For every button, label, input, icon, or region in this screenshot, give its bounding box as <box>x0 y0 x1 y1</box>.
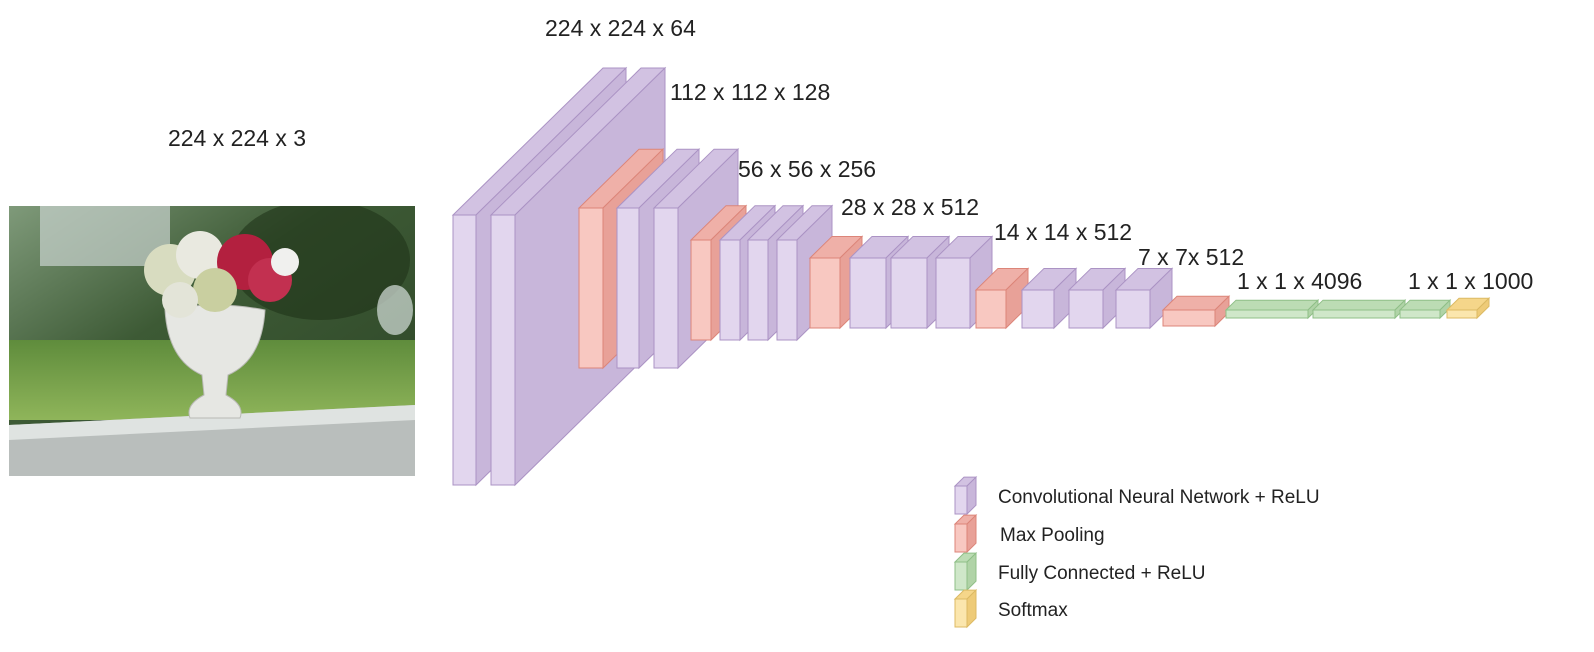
fc-block <box>1313 300 1405 318</box>
stage-size-label: 7 x 7x 512 <box>1138 244 1244 270</box>
block-front <box>491 215 515 485</box>
stage-size-label: 56 x 56 x 256 <box>738 156 876 182</box>
legend-label: Softmax <box>998 600 1068 621</box>
block-front <box>955 524 967 552</box>
block-front <box>720 240 740 340</box>
block-front <box>748 240 768 340</box>
layer-blocks <box>453 68 1489 627</box>
block-front <box>1163 310 1215 326</box>
block-front <box>1400 310 1440 318</box>
input-photo <box>9 200 415 476</box>
block-front <box>976 290 1006 328</box>
block-front <box>617 208 639 368</box>
pool-block <box>955 515 976 552</box>
legend-label: Convolutional Neural Network + ReLU <box>998 487 1320 508</box>
block-front <box>654 208 678 368</box>
block-front <box>1116 290 1150 328</box>
stage-size-label: 112 x 112 x 128 <box>670 79 830 105</box>
fc-block <box>1400 300 1450 318</box>
block-front <box>850 258 886 328</box>
block-front <box>936 258 970 328</box>
block-front <box>955 562 967 590</box>
block-front <box>691 240 711 340</box>
block-front <box>1313 310 1395 318</box>
block-front <box>777 240 797 340</box>
input-size-label: 224 x 224 x 3 <box>168 125 306 151</box>
block-front <box>955 486 967 514</box>
conv-block <box>955 477 976 514</box>
block-front <box>810 258 840 328</box>
block-front <box>453 215 476 485</box>
stage-size-label: 28 x 28 x 512 <box>841 194 979 220</box>
block-front <box>1226 310 1308 318</box>
stage-size-label: 1 x 1 x 4096 <box>1237 268 1362 294</box>
block-front <box>1022 290 1054 328</box>
fc-block <box>1226 300 1318 318</box>
block-front <box>1447 310 1477 318</box>
stage-size-label: 14 x 14 x 512 <box>994 219 1132 245</box>
fc-block <box>955 553 976 590</box>
block-front <box>1069 290 1103 328</box>
stage-size-label: 1 x 1 x 1000 <box>1408 268 1533 294</box>
block-front <box>955 599 967 627</box>
vgg-diagram: 224 x 224 x 3 224 x 224 x 64 112 x 112 x… <box>0 0 1594 652</box>
block-front <box>579 208 603 368</box>
block-top <box>1226 300 1318 310</box>
stage-size-label: 224 x 224 x 64 <box>545 15 696 41</box>
legend-label: Fully Connected + ReLU <box>998 563 1206 584</box>
soft-block <box>1447 298 1489 318</box>
conv-block <box>1022 268 1076 328</box>
block-front <box>891 258 927 328</box>
block-top <box>1313 300 1405 310</box>
legend-label: Max Pooling <box>1000 525 1105 546</box>
soft-block <box>955 590 976 627</box>
pool-block <box>1163 296 1229 326</box>
